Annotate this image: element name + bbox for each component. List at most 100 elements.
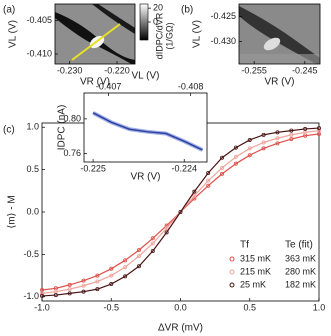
data-point [275, 141, 280, 146]
y-tick-label: 1.0 [26, 122, 39, 132]
x-tick-label: -1.0 [34, 302, 50, 312]
panel-label: (b) [181, 5, 193, 16]
data-point [233, 145, 238, 150]
x-tick-label: -0.224 [171, 163, 197, 173]
y-tick-label: -0.430 [210, 36, 236, 46]
y-tick-label: 0.0 [26, 206, 39, 216]
data-point [289, 132, 294, 137]
data-point [316, 126, 321, 131]
y-tick-label: 0.76 [63, 148, 81, 158]
data-point [67, 291, 72, 296]
data-point [220, 165, 225, 170]
y-tick-label: -0.425 [210, 11, 236, 21]
data-point [303, 126, 308, 131]
data-point [95, 273, 100, 278]
y-tick-label: -0.410 [26, 48, 52, 58]
data-point [150, 248, 155, 253]
legend-title: Te (fit) [285, 240, 313, 251]
x2-tick-label: -0.407 [96, 81, 122, 91]
data-point [53, 293, 58, 298]
data-point [206, 171, 211, 176]
data-point [136, 264, 141, 269]
legend-marker [229, 256, 235, 262]
colorbar-label: (1/GΩ) [164, 22, 174, 49]
legend-fit: 182 mK [285, 279, 316, 289]
colorbar-label: dIDPC/dVR [154, 12, 164, 59]
colorbar-tick-label: 0 [153, 16, 158, 26]
colorbar [139, 3, 149, 41]
x-axis-label: VR (V) [265, 77, 295, 88]
data-point [247, 146, 252, 151]
map-frame [238, 3, 321, 65]
map-image-a [55, 4, 135, 64]
data-point [136, 254, 141, 259]
data-point [164, 230, 169, 235]
data-point [150, 241, 155, 246]
y-tick-label: 0.5 [26, 164, 39, 174]
legend-marker [229, 269, 235, 275]
y-axis-label: VL (V) [192, 20, 203, 48]
data-point [261, 132, 266, 137]
data-point [67, 282, 72, 287]
legend-label: 315 mK [240, 253, 271, 263]
x-tick-label: -0.220 [104, 65, 130, 75]
data-point [67, 287, 72, 292]
data-point [192, 193, 197, 198]
data-point [261, 146, 266, 151]
data-point [275, 136, 280, 141]
legend-label: 215 mK [240, 266, 271, 276]
map-frame [54, 3, 136, 65]
x-tick-label: 1.0 [313, 302, 326, 312]
data-point [247, 137, 252, 142]
data-point [123, 265, 128, 270]
data-point [123, 258, 128, 263]
x-axis-label: VR (V) [80, 77, 110, 88]
plot-area [83, 92, 208, 163]
data-point [40, 291, 45, 296]
x-axis-label: ΔVR (mV) [158, 323, 203, 334]
x2-axis-label: VL (V) [132, 71, 160, 82]
legend-marker [229, 282, 235, 288]
x-tick-label: -0.245 [292, 65, 318, 75]
data-point [40, 293, 45, 298]
y-tick-label: -1.0 [23, 291, 39, 301]
data-point [95, 279, 100, 284]
data-point [95, 287, 100, 292]
x-tick-label: 0.0 [174, 302, 187, 312]
data-point [192, 189, 197, 194]
data-point [178, 209, 183, 214]
data-point [136, 248, 141, 253]
panel-label: (c) [3, 125, 15, 136]
y-tick-label: -0.5 [23, 249, 39, 259]
data-point [220, 171, 225, 176]
legend-label: 25 mK [240, 279, 266, 289]
data-point [81, 278, 86, 283]
data-point [109, 282, 114, 287]
legend-fit: 363 mK [285, 253, 316, 263]
data-point [81, 283, 86, 288]
data-point [123, 274, 128, 279]
data-point [81, 289, 86, 294]
data-point [206, 178, 211, 183]
data-point [233, 161, 238, 166]
data-point [316, 128, 321, 133]
data-point [275, 130, 280, 135]
data-point [289, 137, 294, 142]
y-tick-label: -0.405 [26, 15, 52, 25]
data-point [109, 273, 114, 278]
x2-tick-label: -0.408 [178, 81, 204, 91]
data-point [261, 140, 266, 145]
legend-fit: 280 mK [285, 266, 316, 276]
data-point [247, 153, 252, 158]
x-tick-label: 0.5 [243, 302, 256, 312]
y-axis-label: IDPC (nA) [57, 105, 68, 151]
data-point [150, 236, 155, 241]
colorbar-tick-label: 20 [153, 3, 163, 13]
panel-label: (a) [3, 5, 15, 16]
y-axis-label: VL (V) [8, 20, 19, 48]
series-line [92, 112, 203, 151]
data-point [164, 226, 169, 231]
x-tick-label: -0.5 [103, 302, 119, 312]
x-tick-label: -0.225 [80, 163, 106, 173]
